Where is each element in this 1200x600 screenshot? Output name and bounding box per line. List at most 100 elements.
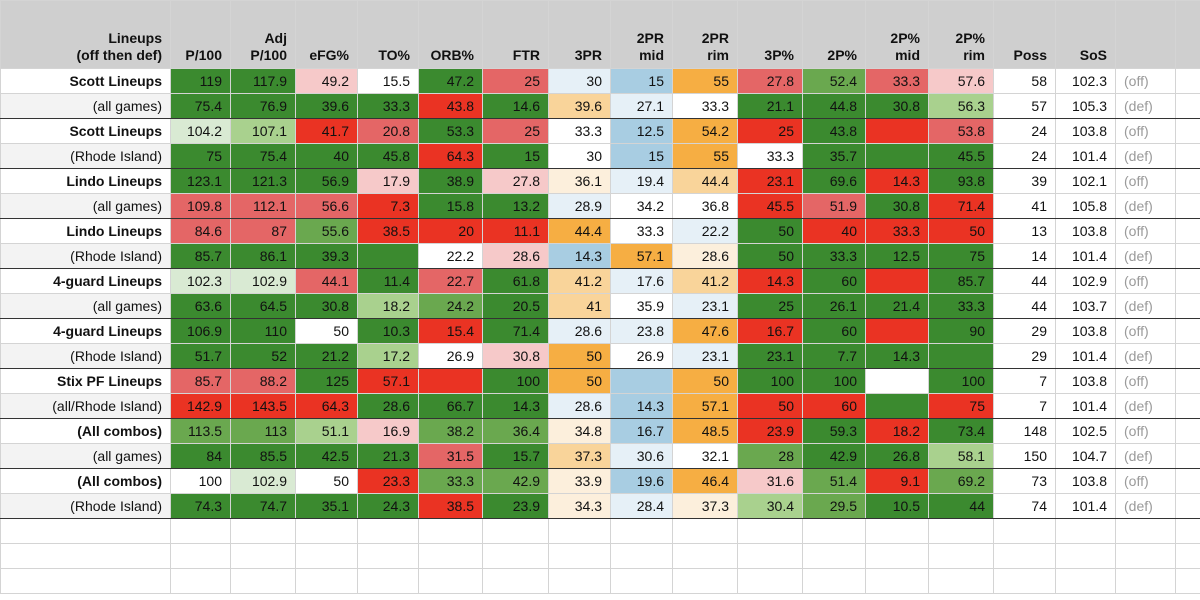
stat-cell: 26.9 xyxy=(418,343,483,369)
stat-cell: 123.1 xyxy=(170,168,231,194)
stat-cell: 23.9 xyxy=(737,418,803,444)
stat-cell: 33.3 xyxy=(418,468,483,494)
stat-cell: 33.3 xyxy=(865,218,929,244)
stat-cell: 19.4 xyxy=(610,168,673,194)
stat-cell: 23.3 xyxy=(357,468,419,494)
stat-cell: 101.4 xyxy=(1055,143,1116,169)
stat-cell: 48.5 xyxy=(672,418,738,444)
empty-cell xyxy=(1055,543,1116,569)
stat-cell xyxy=(865,393,929,419)
stat-cell: 30.4 xyxy=(737,493,803,519)
stat-cell: 41.7 xyxy=(295,118,358,144)
empty-cell xyxy=(865,568,929,594)
stat-cell: 64.3 xyxy=(295,393,358,419)
stat-cell: 21.1 xyxy=(737,93,803,119)
stat-cell: 32.1 xyxy=(672,443,738,469)
stat-cell: 15.4 xyxy=(418,318,483,344)
stat-cell: 103.8 xyxy=(1055,118,1116,144)
stat-cell: 21.2 xyxy=(295,343,358,369)
lineup-label: (all games) xyxy=(0,443,171,469)
stat-cell: 12.5 xyxy=(610,118,673,144)
stat-cell: 93.8 xyxy=(928,168,994,194)
stat-cell: 88.2 xyxy=(230,368,296,394)
stat-cell: 60 xyxy=(802,318,866,344)
stat-cell: 28.6 xyxy=(482,243,549,269)
table-row: Scott Lineups 119 117.9 49.2 15.5 47.2 25 30 15 5… xyxy=(0,68,1200,94)
column-header: ORB% xyxy=(418,0,483,69)
empty-cell xyxy=(1115,518,1176,544)
table-row: (all games) 109.8 112.1 56.6 7.3 15.8 13.2 28.9… xyxy=(0,193,1200,219)
side-label: (off) xyxy=(1115,268,1176,294)
stat-cell: 100 xyxy=(482,368,549,394)
stat-cell: 26.1 xyxy=(802,293,866,319)
stat-cell: 102.9 xyxy=(230,268,296,294)
stat-cell xyxy=(865,318,929,344)
empty-cell xyxy=(737,543,803,569)
stat-cell: 55 xyxy=(672,68,738,94)
stat-cell: 55.6 xyxy=(295,218,358,244)
stat-cell: 31.6 xyxy=(737,468,803,494)
stat-cell: 15 xyxy=(610,68,673,94)
table-row: (Rhode Island) 74.3 74.7 35.1 24.3 38.5 23.9 34… xyxy=(0,493,1200,519)
empty-cell xyxy=(672,543,738,569)
side-label: (def) xyxy=(1115,293,1176,319)
empty-cell xyxy=(1175,118,1200,144)
stat-cell: 52.4 xyxy=(802,68,866,94)
stat-cell: 14.3 xyxy=(737,268,803,294)
stat-cell: 85.5 xyxy=(230,443,296,469)
empty-cell xyxy=(1175,168,1200,194)
stat-cell: 37.3 xyxy=(548,443,611,469)
stat-cell: 35.7 xyxy=(802,143,866,169)
stat-cell: 75 xyxy=(170,143,231,169)
stat-cell: 44.4 xyxy=(672,168,738,194)
stat-cell: 102.1 xyxy=(1055,168,1116,194)
stat-cell: 103.8 xyxy=(1055,368,1116,394)
stat-cell: 43.8 xyxy=(418,93,483,119)
empty-cell xyxy=(993,518,1056,544)
stat-cell: 64.5 xyxy=(230,293,296,319)
stat-cell: 19.6 xyxy=(610,468,673,494)
stat-cell: 35.9 xyxy=(610,293,673,319)
empty-cell xyxy=(672,518,738,544)
table-row: Lindo Lineups 84.6 87 55.6 38.5 20 11.1 44.4 33.… xyxy=(0,218,1200,244)
stat-cell: 24 xyxy=(993,118,1056,144)
empty-cell xyxy=(170,518,231,544)
stat-cell: 23.1 xyxy=(737,343,803,369)
stat-cell: 106.9 xyxy=(170,318,231,344)
column-header: eFG% xyxy=(295,0,358,69)
column-header: P/100 xyxy=(170,0,231,69)
stat-cell: 28.6 xyxy=(357,393,419,419)
column-header xyxy=(1115,0,1176,69)
stat-cell: 33.3 xyxy=(737,143,803,169)
stat-cell: 39.6 xyxy=(295,93,358,119)
stat-cell: 85.7 xyxy=(928,268,994,294)
empty-cell xyxy=(610,568,673,594)
lineup-label: (all games) xyxy=(0,93,171,119)
stat-cell: 16.7 xyxy=(737,318,803,344)
stat-cell: 20.8 xyxy=(357,118,419,144)
stat-cell: 51.9 xyxy=(802,193,866,219)
side-label: (off) xyxy=(1115,68,1176,94)
stat-cell: 14.3 xyxy=(482,393,549,419)
stat-cell: 26.9 xyxy=(610,343,673,369)
stat-cell: 57.6 xyxy=(928,68,994,94)
stat-cell: 10.3 xyxy=(357,318,419,344)
empty-cell xyxy=(295,543,358,569)
empty-cell xyxy=(230,543,296,569)
stat-cell: 66.7 xyxy=(418,393,483,419)
stat-cell: 29.5 xyxy=(802,493,866,519)
empty-cell xyxy=(482,568,549,594)
empty-cell xyxy=(1175,493,1200,519)
stat-cell: 25 xyxy=(482,118,549,144)
stat-cell: 87 xyxy=(230,218,296,244)
stat-cell: 15 xyxy=(482,143,549,169)
stat-cell: 14 xyxy=(993,243,1056,269)
stat-cell: 36.1 xyxy=(548,168,611,194)
stat-cell: 38.2 xyxy=(418,418,483,444)
empty-cell xyxy=(1175,93,1200,119)
stat-cell: 61.8 xyxy=(482,268,549,294)
stat-cell: 44.8 xyxy=(802,93,866,119)
stat-cell: 7.7 xyxy=(802,343,866,369)
empty-row xyxy=(0,543,1200,569)
stat-cell: 30 xyxy=(548,68,611,94)
